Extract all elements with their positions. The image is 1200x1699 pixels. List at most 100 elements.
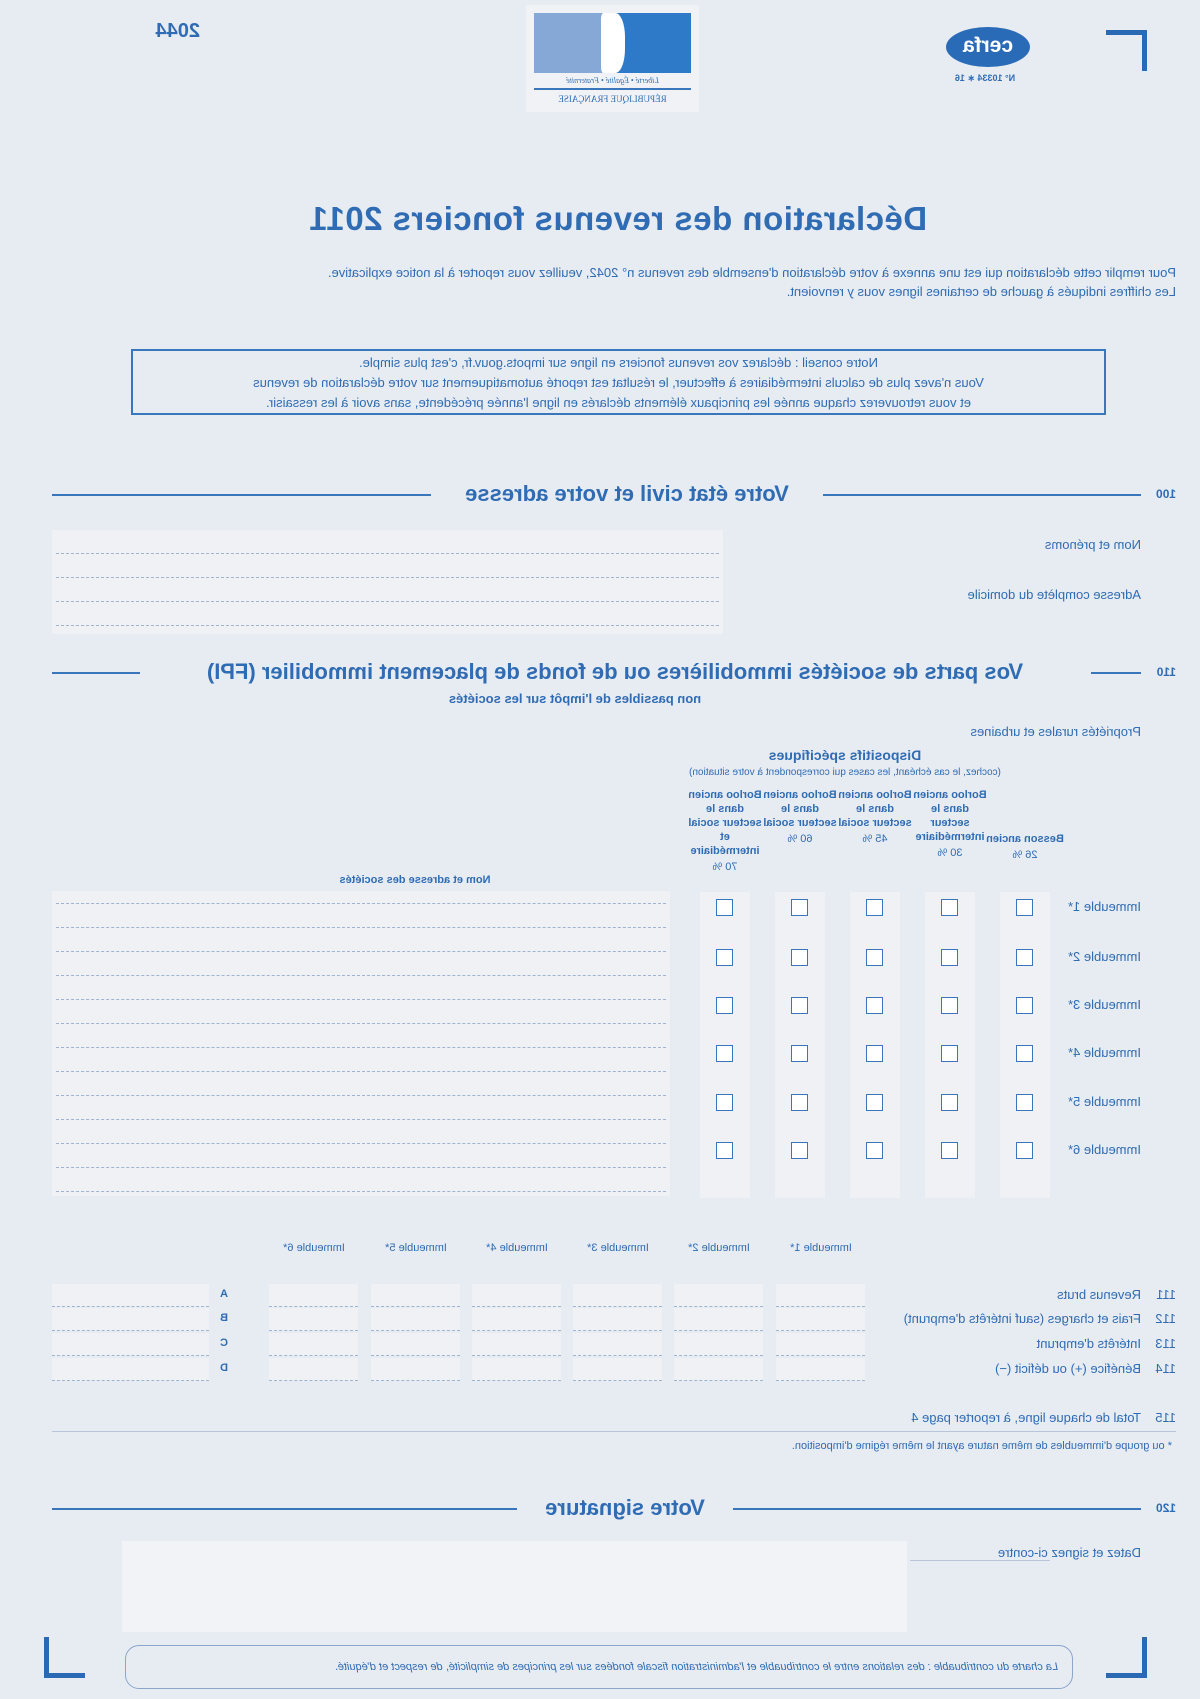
input-B-immeuble-3[interactable] xyxy=(573,1308,662,1331)
input-D-immeuble-6[interactable] xyxy=(269,1358,358,1381)
row-label: Bénéfice (+) ou déficit (−) xyxy=(995,1361,1141,1376)
input-C-immeuble-5[interactable] xyxy=(371,1333,460,1356)
checkbox-immeuble-1[interactable] xyxy=(1016,899,1033,916)
input-D-immeuble-5[interactable] xyxy=(371,1358,460,1381)
input-A-immeuble-3[interactable] xyxy=(573,1284,662,1307)
building-column-header: Immeuble 2* xyxy=(688,1242,750,1254)
checkbox-immeuble-5[interactable] xyxy=(941,1094,958,1111)
checkbox-immeuble-2[interactable] xyxy=(791,949,808,966)
input-B-immeuble-4[interactable] xyxy=(472,1308,561,1331)
section-100-header: 100 Votre état civil et votre adresse xyxy=(52,481,1176,507)
row-letter: B xyxy=(220,1312,228,1324)
column-rate: 30 % xyxy=(937,847,963,859)
checkbox-immeuble-6[interactable] xyxy=(716,1142,733,1159)
total-D-field[interactable] xyxy=(52,1358,209,1381)
checkbox-immeuble-2[interactable] xyxy=(716,949,733,966)
dotted-line xyxy=(56,1167,666,1168)
checkbox-immeuble-3[interactable] xyxy=(716,997,733,1014)
footer-charter: La charte du contribuable : des relation… xyxy=(125,1645,1073,1689)
checkbox-immeuble-2[interactable] xyxy=(941,949,958,966)
row-number: 113 xyxy=(1155,1336,1176,1351)
dotted-line xyxy=(56,951,666,952)
checkbox-immeuble-4[interactable] xyxy=(1016,1045,1033,1062)
checkbox-immeuble-5[interactable] xyxy=(1016,1094,1033,1111)
building-column-header: Immeuble 1* xyxy=(790,1242,852,1254)
checkbox-immeuble-6[interactable] xyxy=(791,1142,808,1159)
companies-name-address-field[interactable] xyxy=(52,891,670,1196)
row-number: 114 xyxy=(1155,1361,1176,1376)
section-110-header: 110 Vos parts de sociétés immobilières o… xyxy=(52,659,1176,685)
checkbox-immeuble-1[interactable] xyxy=(941,899,958,916)
column-header: Borloo ancien dans le secteur intermédia… xyxy=(911,788,989,860)
total-C-field[interactable] xyxy=(52,1333,209,1356)
marianne-profile-icon xyxy=(601,13,625,73)
checkbox-immeuble-4[interactable] xyxy=(866,1045,883,1062)
checkbox-immeuble-1[interactable] xyxy=(716,899,733,916)
checkbox-immeuble-6[interactable] xyxy=(866,1142,883,1159)
input-C-immeuble-6[interactable] xyxy=(269,1333,358,1356)
input-A-immeuble-1[interactable] xyxy=(776,1284,865,1307)
registration-mark-top-left xyxy=(1106,30,1147,71)
input-C-immeuble-3[interactable] xyxy=(573,1333,662,1356)
row-label: Frais et charges (sauf intérêts d'emprun… xyxy=(903,1311,1141,1326)
checkbox-immeuble-6[interactable] xyxy=(1016,1142,1033,1159)
checkbox-immeuble-5[interactable] xyxy=(791,1094,808,1111)
name-address-field[interactable] xyxy=(52,530,723,634)
checkbox-immeuble-3[interactable] xyxy=(791,997,808,1014)
building-column-header: Immeuble 4* xyxy=(486,1242,548,1254)
input-D-immeuble-3[interactable] xyxy=(573,1358,662,1381)
section-title: Votre état civil et votre adresse xyxy=(465,481,789,506)
checkbox-immeuble-3[interactable] xyxy=(1016,997,1033,1014)
intro-line-2: Les chiffres indiqués à gauche de certai… xyxy=(786,284,1176,299)
input-A-immeuble-4[interactable] xyxy=(472,1284,561,1307)
checkbox-immeuble-5[interactable] xyxy=(716,1094,733,1111)
input-B-immeuble-2[interactable] xyxy=(674,1308,763,1331)
input-B-immeuble-6[interactable] xyxy=(269,1308,358,1331)
input-C-immeuble-2[interactable] xyxy=(674,1333,763,1356)
input-B-immeuble-5[interactable] xyxy=(371,1308,460,1331)
checkbox-immeuble-4[interactable] xyxy=(941,1045,958,1062)
row-number: 111 xyxy=(1156,1287,1176,1302)
advice-line-2: Vous n'avez plus de calculs intermédiair… xyxy=(253,375,984,390)
checkbox-immeuble-3[interactable] xyxy=(941,997,958,1014)
footnote: * ou groupe d'immeubles de même nature a… xyxy=(791,1440,1172,1452)
building-column-header: Immeuble 3* xyxy=(587,1242,649,1254)
checkbox-immeuble-6[interactable] xyxy=(941,1142,958,1159)
checkbox-immeuble-4[interactable] xyxy=(716,1045,733,1062)
dotted-line xyxy=(56,1047,666,1048)
input-D-immeuble-1[interactable] xyxy=(776,1358,865,1381)
input-A-immeuble-2[interactable] xyxy=(674,1284,763,1307)
input-D-immeuble-4[interactable] xyxy=(472,1358,561,1381)
input-A-immeuble-5[interactable] xyxy=(371,1284,460,1307)
section-120-header: 120 Votre signature xyxy=(52,1495,1176,1521)
divider xyxy=(733,1508,1141,1510)
checkbox-immeuble-2[interactable] xyxy=(866,949,883,966)
checkbox-immeuble-2[interactable] xyxy=(1016,949,1033,966)
dispositifs-title: Dispositifs spécifiques xyxy=(768,747,922,763)
total-B-field[interactable] xyxy=(52,1308,209,1331)
input-A-immeuble-6[interactable] xyxy=(269,1284,358,1307)
column-header: Borloo ancien dans le secteur social 60 % xyxy=(761,788,839,846)
checkbox-immeuble-5[interactable] xyxy=(866,1094,883,1111)
checkbox-immeuble-1[interactable] xyxy=(866,899,883,916)
logo-divider xyxy=(534,88,691,90)
input-D-immeuble-2[interactable] xyxy=(674,1358,763,1381)
dotted-line xyxy=(56,1023,666,1024)
input-B-immeuble-1[interactable] xyxy=(776,1308,865,1331)
divider xyxy=(823,494,1141,496)
total-A-field[interactable] xyxy=(52,1284,209,1307)
checkbox-immeuble-1[interactable] xyxy=(791,899,808,916)
cerfa-logo: cerfa xyxy=(946,27,1030,67)
divider xyxy=(52,1431,1176,1432)
signature-field[interactable] xyxy=(122,1541,907,1632)
building-label: Immeuble 3* xyxy=(1068,997,1141,1012)
input-C-immeuble-4[interactable] xyxy=(472,1333,561,1356)
column-rate: 70 % xyxy=(712,861,738,873)
registration-mark-bottom-left xyxy=(1106,1637,1147,1678)
checkbox-immeuble-3[interactable] xyxy=(866,997,883,1014)
building-column-header: Immeuble 6* xyxy=(283,1242,345,1254)
building-label: Immeuble 1* xyxy=(1068,899,1141,914)
checkbox-immeuble-4[interactable] xyxy=(791,1045,808,1062)
input-C-immeuble-1[interactable] xyxy=(776,1333,865,1356)
